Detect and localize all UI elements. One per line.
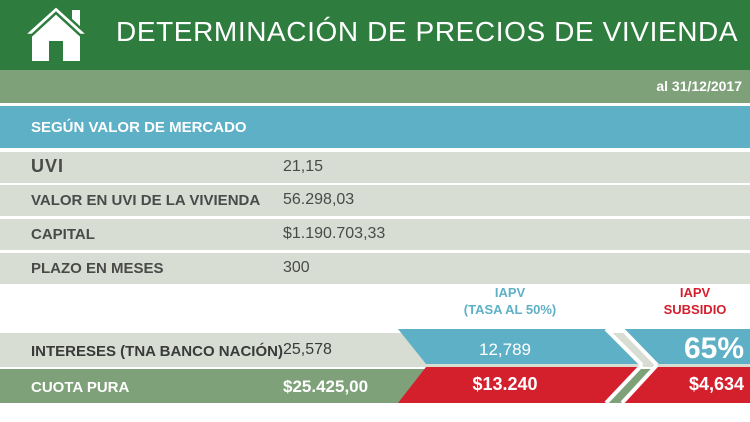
row-plazo: PLAZO EN MESES 300 [0, 253, 750, 284]
date-bar: al 31/12/2017 [0, 70, 750, 103]
column-header-tasa: IAPV (TASA AL 50%) [440, 284, 580, 318]
date-label: al 31/12/2017 [656, 78, 742, 94]
section-header: SEGÚN VALOR DE MERCADO [0, 106, 750, 148]
page-title: DETERMINACIÓN DE PRECIOS DE VIVIENDA [116, 16, 739, 47]
row-value: 25,578 [283, 341, 332, 358]
row-label: VALOR EN UVI DE LA VIVIENDA [31, 192, 261, 209]
row-value: $25.425,00 [283, 377, 369, 396]
row-uvi: UVI 21,15 [0, 152, 750, 183]
arrow-divider [620, 327, 659, 367]
subsidio-intereses-shape [622, 329, 750, 364]
cuota-tasa-value: $13.240 [472, 374, 538, 394]
tasa-cuota-shape [398, 367, 642, 403]
row-label: UVI [31, 156, 65, 176]
column-header-subsidio: IAPV SUBSIDIO [645, 284, 745, 318]
column-header-line: SUBSIDIO [663, 302, 727, 317]
arrow-divider [620, 363, 659, 405]
row-value: $1.190.703,33 [283, 225, 386, 242]
row-label: CAPITAL [31, 226, 95, 243]
column-header-line: IAPV [494, 285, 526, 300]
column-header-line: IAPV [679, 285, 711, 300]
row-label: INTERESES (TNA BANCO NACIÓN) [31, 343, 283, 360]
row-label: CUOTA PURA [31, 379, 130, 396]
column-header-line: (TASA AL 50%) [463, 302, 557, 317]
row-value: 21,15 [283, 158, 324, 175]
row-valor-uvi: VALOR EN UVI DE LA VIVIENDA 56.298,03 [0, 185, 750, 216]
subsidio-cuota-shape [622, 367, 750, 403]
cuota-subsidio-value: $4,634 [688, 374, 744, 394]
tasa-intereses-shape [398, 329, 642, 364]
row-value: 300 [283, 259, 310, 276]
row-capital: CAPITAL $1.190.703,33 [0, 219, 750, 250]
arrow-divider [604, 363, 644, 405]
header-bar: DETERMINACIÓN DE PRECIOS DE VIVIENDA [0, 0, 750, 70]
house-icon [20, 4, 92, 61]
section-label: SEGÚN VALOR DE MERCADO [31, 119, 247, 136]
arrow-divider [604, 327, 644, 367]
row-label: PLAZO EN MESES [31, 260, 164, 277]
row-value: 56.298,03 [283, 191, 355, 208]
intereses-tasa-value: 12,789 [479, 340, 531, 359]
intereses-subsidio-value: 65% [683, 332, 744, 365]
